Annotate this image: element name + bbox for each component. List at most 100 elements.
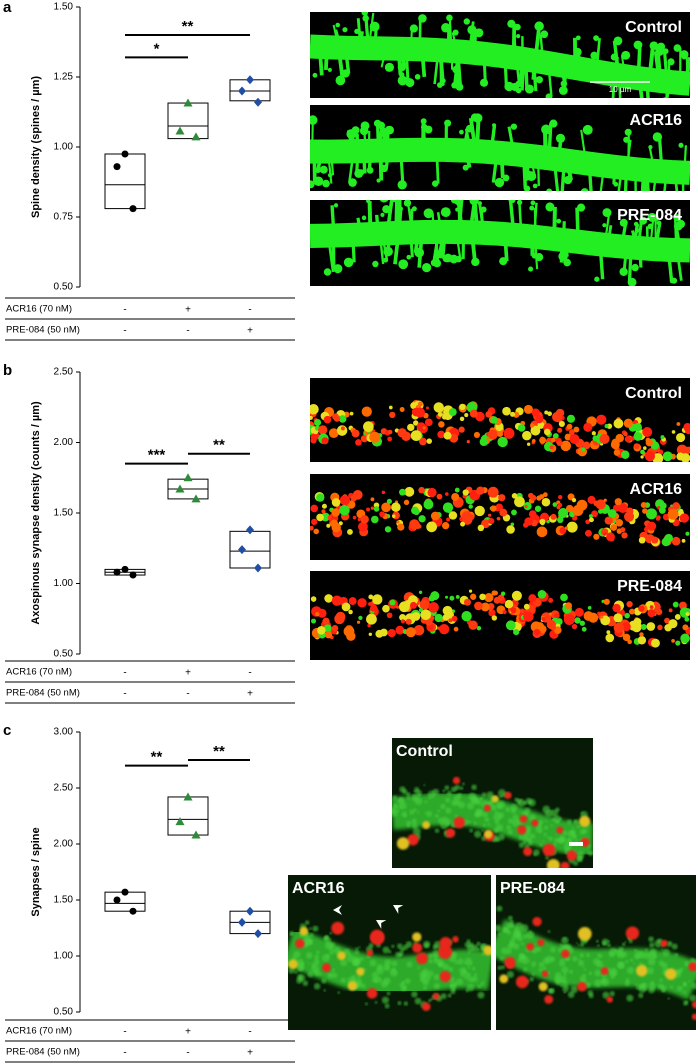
texture — [469, 828, 474, 833]
texture — [602, 941, 607, 946]
dendrite — [288, 928, 491, 996]
puncta — [324, 630, 333, 639]
image-label: Control — [625, 19, 682, 36]
spine-head — [441, 23, 451, 33]
texture — [475, 808, 484, 817]
texture — [440, 803, 446, 810]
texture — [406, 820, 412, 827]
data-point — [254, 929, 262, 939]
texture — [459, 786, 464, 791]
spine-head — [390, 200, 393, 201]
puncta — [584, 529, 592, 537]
puncta — [332, 413, 339, 420]
puncta — [664, 617, 670, 624]
spine — [499, 152, 505, 179]
spine-head — [459, 129, 464, 135]
puncta — [558, 494, 563, 500]
texture — [542, 966, 547, 971]
puncta — [574, 617, 581, 624]
spine-head — [526, 171, 537, 182]
texture — [297, 965, 304, 972]
spine — [580, 129, 588, 164]
puncta — [439, 623, 450, 635]
puncta — [649, 605, 654, 609]
spine — [603, 212, 611, 245]
puncta — [541, 616, 546, 622]
spine — [431, 213, 435, 232]
puncta — [370, 931, 385, 945]
puncta — [542, 843, 556, 857]
texture — [546, 836, 549, 839]
puncta — [331, 522, 341, 533]
puncta — [439, 937, 452, 950]
significance-label: ** — [213, 743, 225, 760]
spine-head — [647, 223, 654, 230]
puncta — [375, 629, 384, 638]
spine — [457, 200, 464, 233]
puncta — [351, 429, 360, 438]
texture — [562, 985, 570, 993]
texture — [545, 809, 553, 818]
texture — [473, 973, 478, 977]
puncta — [452, 776, 461, 785]
puncta — [592, 435, 599, 442]
puncta — [502, 610, 507, 615]
texture — [411, 818, 417, 824]
spine-head — [633, 40, 643, 50]
texture — [294, 970, 298, 974]
spine-head — [471, 257, 480, 267]
spine — [638, 248, 643, 268]
spine-head — [379, 200, 389, 203]
panel-label: b — [3, 362, 12, 379]
puncta — [613, 622, 624, 633]
spine-head — [563, 258, 571, 267]
arrow — [393, 905, 404, 914]
puncta — [438, 421, 445, 428]
puncta — [623, 418, 633, 428]
texture — [411, 991, 418, 998]
spine-head — [361, 12, 368, 16]
image-label: PRE-084 — [617, 578, 682, 595]
texture — [324, 937, 332, 944]
spine-head — [423, 208, 434, 219]
spine-head — [440, 78, 446, 84]
puncta — [483, 804, 491, 812]
puncta — [531, 408, 540, 417]
texture — [304, 920, 310, 925]
spine — [627, 247, 633, 283]
puncta — [680, 633, 690, 644]
spine-head — [348, 178, 357, 187]
puncta — [490, 505, 497, 512]
texture — [532, 965, 535, 968]
puncta — [327, 515, 332, 520]
image-label: ACR16 — [630, 481, 683, 498]
puncta — [474, 505, 485, 517]
texture — [298, 974, 306, 982]
puncta — [528, 594, 537, 603]
puncta — [558, 420, 565, 427]
puncta — [503, 427, 515, 439]
spine-head — [558, 251, 568, 262]
puncta — [593, 500, 600, 507]
puncta — [615, 519, 624, 527]
puncta — [455, 595, 460, 599]
puncta — [470, 593, 477, 600]
puncta — [366, 613, 377, 625]
texture — [437, 817, 446, 825]
spine-head — [323, 268, 332, 276]
puncta — [638, 605, 645, 612]
puncta — [655, 516, 661, 521]
texture — [521, 956, 530, 965]
panel-label: c — [3, 722, 11, 739]
texture — [384, 959, 392, 967]
texture — [674, 953, 679, 957]
spine — [332, 24, 340, 48]
puncta — [548, 612, 553, 616]
puncta — [613, 418, 624, 429]
puncta — [484, 593, 494, 603]
puncta — [368, 594, 374, 600]
puncta — [497, 431, 504, 438]
texture — [538, 830, 542, 834]
puncta — [528, 510, 537, 518]
texture — [563, 972, 567, 977]
